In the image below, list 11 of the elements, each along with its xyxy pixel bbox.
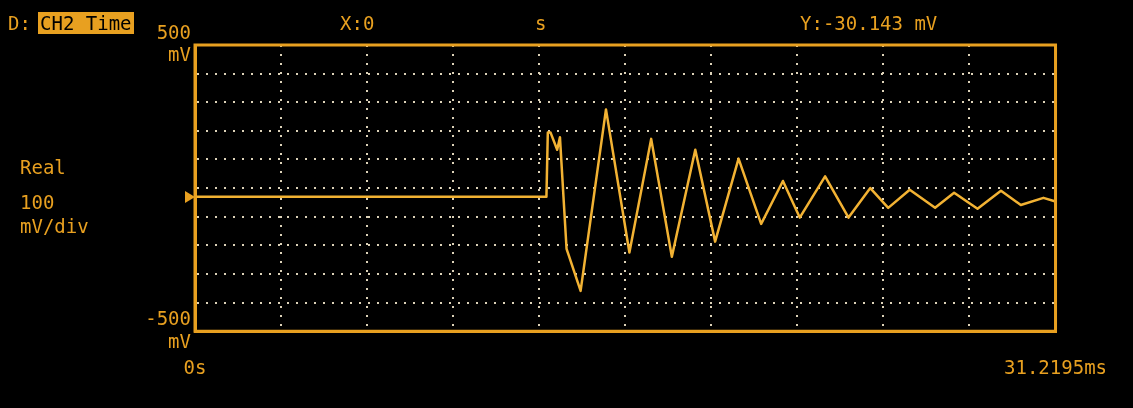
y-tick-label: -500 mV xyxy=(145,306,191,352)
text: D: xyxy=(8,12,31,34)
y-axis-title: Real xyxy=(20,156,66,178)
text: 100 mV/div xyxy=(20,190,89,238)
x-tick-label: 0s xyxy=(183,355,207,378)
text: CH2 Time xyxy=(38,12,134,34)
x-tick-label: 31.2195ms xyxy=(1004,355,1107,378)
text: X:0 xyxy=(340,12,375,34)
text: Y:-30.143 mV xyxy=(800,12,938,34)
y-tick-label: 500 mV xyxy=(156,20,191,66)
text: s xyxy=(535,12,547,34)
